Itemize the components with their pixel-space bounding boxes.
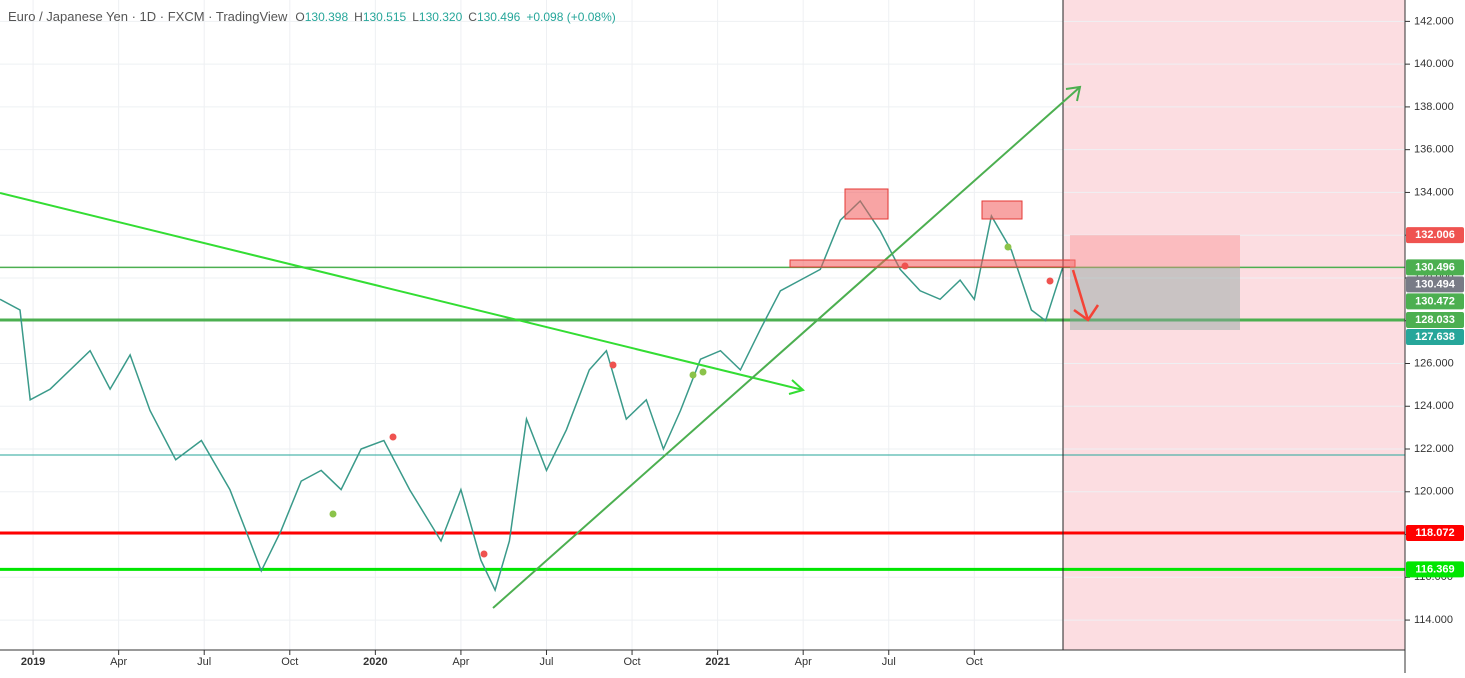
symbol-title: Euro / Japanese Yen · 1D · FXCM · Tradin…: [8, 9, 288, 24]
series: [0, 199, 1064, 593]
x-tick-label: Oct: [966, 656, 983, 668]
price-label-bg: [1406, 227, 1464, 244]
zone-box: [789, 259, 1076, 268]
y-tick-label: 124.000: [1414, 400, 1454, 412]
x-tick-label: Oct: [623, 656, 640, 668]
y-tick-label: 136.000: [1414, 144, 1454, 156]
x-tick-label: 2021: [705, 656, 729, 668]
future-zone: [1063, 0, 1405, 650]
y-tick-label: 120.000: [1414, 486, 1454, 498]
ohlc-value: 130.320: [419, 10, 463, 24]
time-axis-bg: [0, 650, 1405, 673]
levels: [0, 266, 1405, 571]
price-label-bg: [1406, 312, 1464, 329]
signal-dot: [389, 433, 397, 441]
signal-dot: [480, 550, 488, 558]
price-label: 130.496: [1415, 261, 1455, 273]
ohlc-value: 130.398: [305, 10, 349, 24]
arrow-head: [788, 379, 806, 395]
trend-line: [492, 86, 1081, 609]
ohlc-key: C: [468, 10, 477, 24]
background-layer: [1063, 0, 1405, 650]
signal-dot: [689, 371, 697, 379]
x-tick-label: Apr: [110, 656, 127, 668]
signal-dot: [901, 262, 909, 270]
y-tick-label: 138.000: [1414, 101, 1454, 113]
trend-line: [0, 192, 804, 391]
x-tick-label: Apr: [795, 656, 812, 668]
zone-box: [981, 200, 1023, 220]
price-label: 130.494: [1415, 278, 1456, 290]
ohlc-key: H: [354, 10, 363, 24]
price-labels: 114.000116.000118.000120.000122.000124.0…: [1405, 15, 1464, 626]
short-arrow: [1071, 269, 1090, 321]
price-label: 132.006: [1415, 229, 1455, 241]
arrow-head: [1065, 85, 1082, 102]
x-tick-label: Jul: [539, 656, 553, 668]
ohlc-value: 130.515: [363, 10, 407, 24]
price-label-bg: [1406, 276, 1464, 293]
y-tick-label: 134.000: [1414, 186, 1454, 198]
zone-box: [844, 188, 889, 220]
x-tick-label: Apr: [452, 656, 469, 668]
y-tick-label: 126.000: [1414, 357, 1454, 369]
price-label: 130.472: [1415, 295, 1455, 307]
price-label-bg: [1406, 259, 1464, 276]
y-tick-label: 142.000: [1414, 15, 1454, 27]
ohlc-key: O: [295, 10, 304, 24]
price-label-bg: [1406, 293, 1464, 310]
arrow-head: [1073, 304, 1100, 322]
price-label: 116.369: [1415, 563, 1454, 575]
price-label-bg: [1406, 525, 1464, 541]
price-label-bg: [1406, 561, 1464, 578]
x-tick-label: Jul: [197, 656, 211, 668]
change: +0.098 (+0.08%): [526, 10, 615, 24]
y-tick-label: 114.000: [1414, 614, 1453, 626]
price-label: 127.638: [1415, 331, 1455, 343]
drawings: [0, 0, 1240, 650]
price-label-bg: [1406, 329, 1464, 346]
signal-dot: [1004, 243, 1012, 251]
y-tick-label: 122.000: [1414, 443, 1454, 455]
signal-dot: [329, 510, 337, 518]
x-tick-label: 2020: [363, 656, 387, 668]
ohlc-value: 130.496: [477, 10, 521, 24]
signal-dot: [609, 361, 617, 369]
x-tick-label: Jul: [882, 656, 896, 668]
header: Euro / Japanese Yen · 1D · FXCM · Tradin…: [8, 9, 616, 24]
target-zone: [1070, 268, 1240, 330]
price-label: 118.072: [1415, 527, 1454, 539]
x-tick-label: 2019: [21, 656, 45, 668]
signal-dot: [699, 368, 707, 376]
signal-dot: [1046, 277, 1054, 285]
ohlc-key: L: [412, 10, 419, 24]
y-tick-label: 140.000: [1414, 58, 1454, 70]
price-line: [0, 199, 1064, 593]
stop-zone: [1070, 235, 1240, 268]
x-tick-label: Oct: [281, 656, 298, 668]
price-label: 128.033: [1415, 314, 1455, 326]
